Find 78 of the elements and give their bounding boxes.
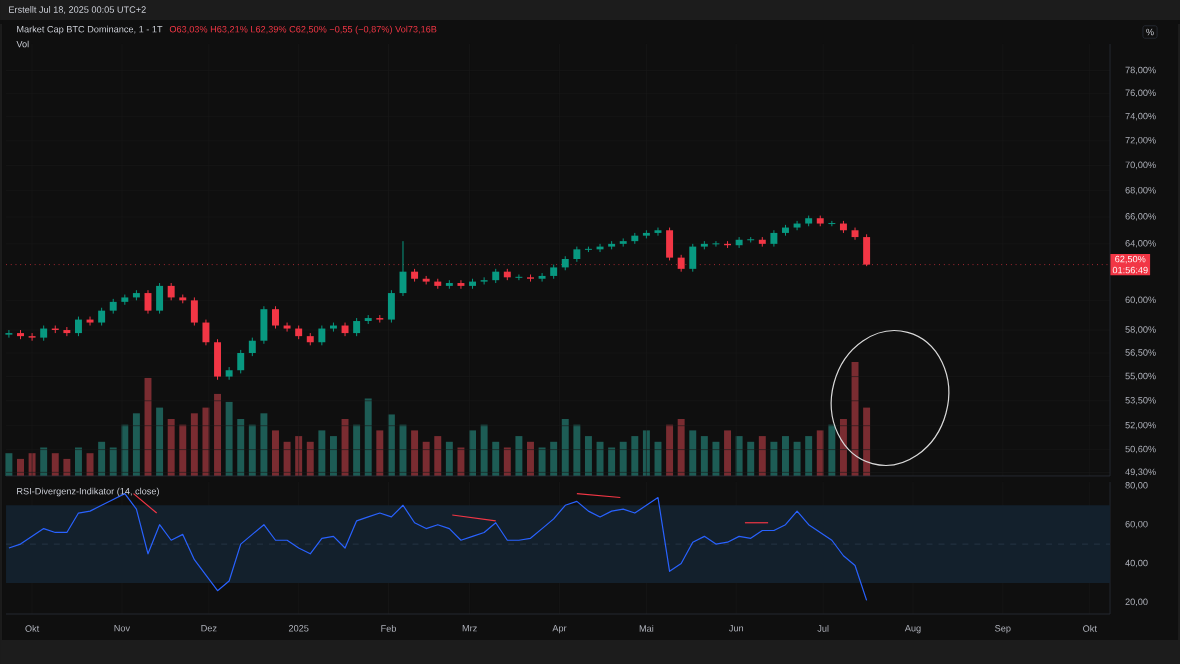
bar [851,361,859,476]
bar [561,419,569,476]
bar [527,441,534,476]
bar [492,441,500,476]
bar [225,401,233,476]
bar [179,424,187,476]
bar [689,430,697,476]
bar [306,441,314,476]
bar [758,436,766,476]
bar [364,398,372,476]
bar [248,424,256,476]
bar [132,413,140,476]
candlestick [711,240,720,248]
bar [5,453,13,476]
candlestick [793,220,801,231]
bar [353,424,361,476]
candlestick [353,317,361,337]
candlestick [156,282,164,315]
bar [700,436,708,476]
candlestick [689,243,697,273]
bar [411,430,419,476]
bar [839,419,847,476]
bar [98,441,106,476]
bar [828,424,836,476]
bar [550,441,558,476]
candlestick [654,227,662,237]
bar [86,453,94,476]
candlestick [225,366,233,381]
candlestick [735,236,743,249]
candlestick [190,296,198,327]
candlestick [514,274,523,281]
bar [260,413,268,476]
bar [214,393,222,476]
bar [782,436,789,476]
candlestick [202,319,210,346]
bar [190,413,198,476]
bar [666,424,674,476]
bar [596,441,604,476]
candlestick [480,276,488,285]
bar [573,424,581,476]
bar [167,419,175,476]
bar [805,436,813,476]
bar [341,419,349,476]
bar [51,453,59,476]
line-series [8,493,868,602]
bar [434,436,442,476]
bar [724,430,732,476]
candlestick [538,272,546,283]
candlestick [318,325,326,346]
bar [619,441,627,476]
candlestick [260,305,268,345]
bar [237,419,245,476]
bar [422,441,430,476]
candlestick [237,349,245,374]
bar [863,407,871,476]
bar [329,436,337,476]
bar [747,441,755,476]
bar [318,430,326,476]
candlestick [214,338,222,381]
candlestick [387,289,395,324]
bar [770,441,778,476]
bar [793,441,801,476]
bar [445,441,453,476]
bar [480,424,488,476]
candlestick [248,337,256,357]
bar [677,419,685,476]
candlestick [5,329,13,339]
bar [515,436,523,476]
bar [631,436,639,476]
bar [584,436,592,476]
bar [156,407,164,476]
bar [272,430,279,476]
bar [376,430,384,476]
bar [712,441,720,476]
candlestick [74,316,82,337]
bar [283,441,291,476]
candlestick [666,227,674,261]
candlestick [272,305,279,330]
